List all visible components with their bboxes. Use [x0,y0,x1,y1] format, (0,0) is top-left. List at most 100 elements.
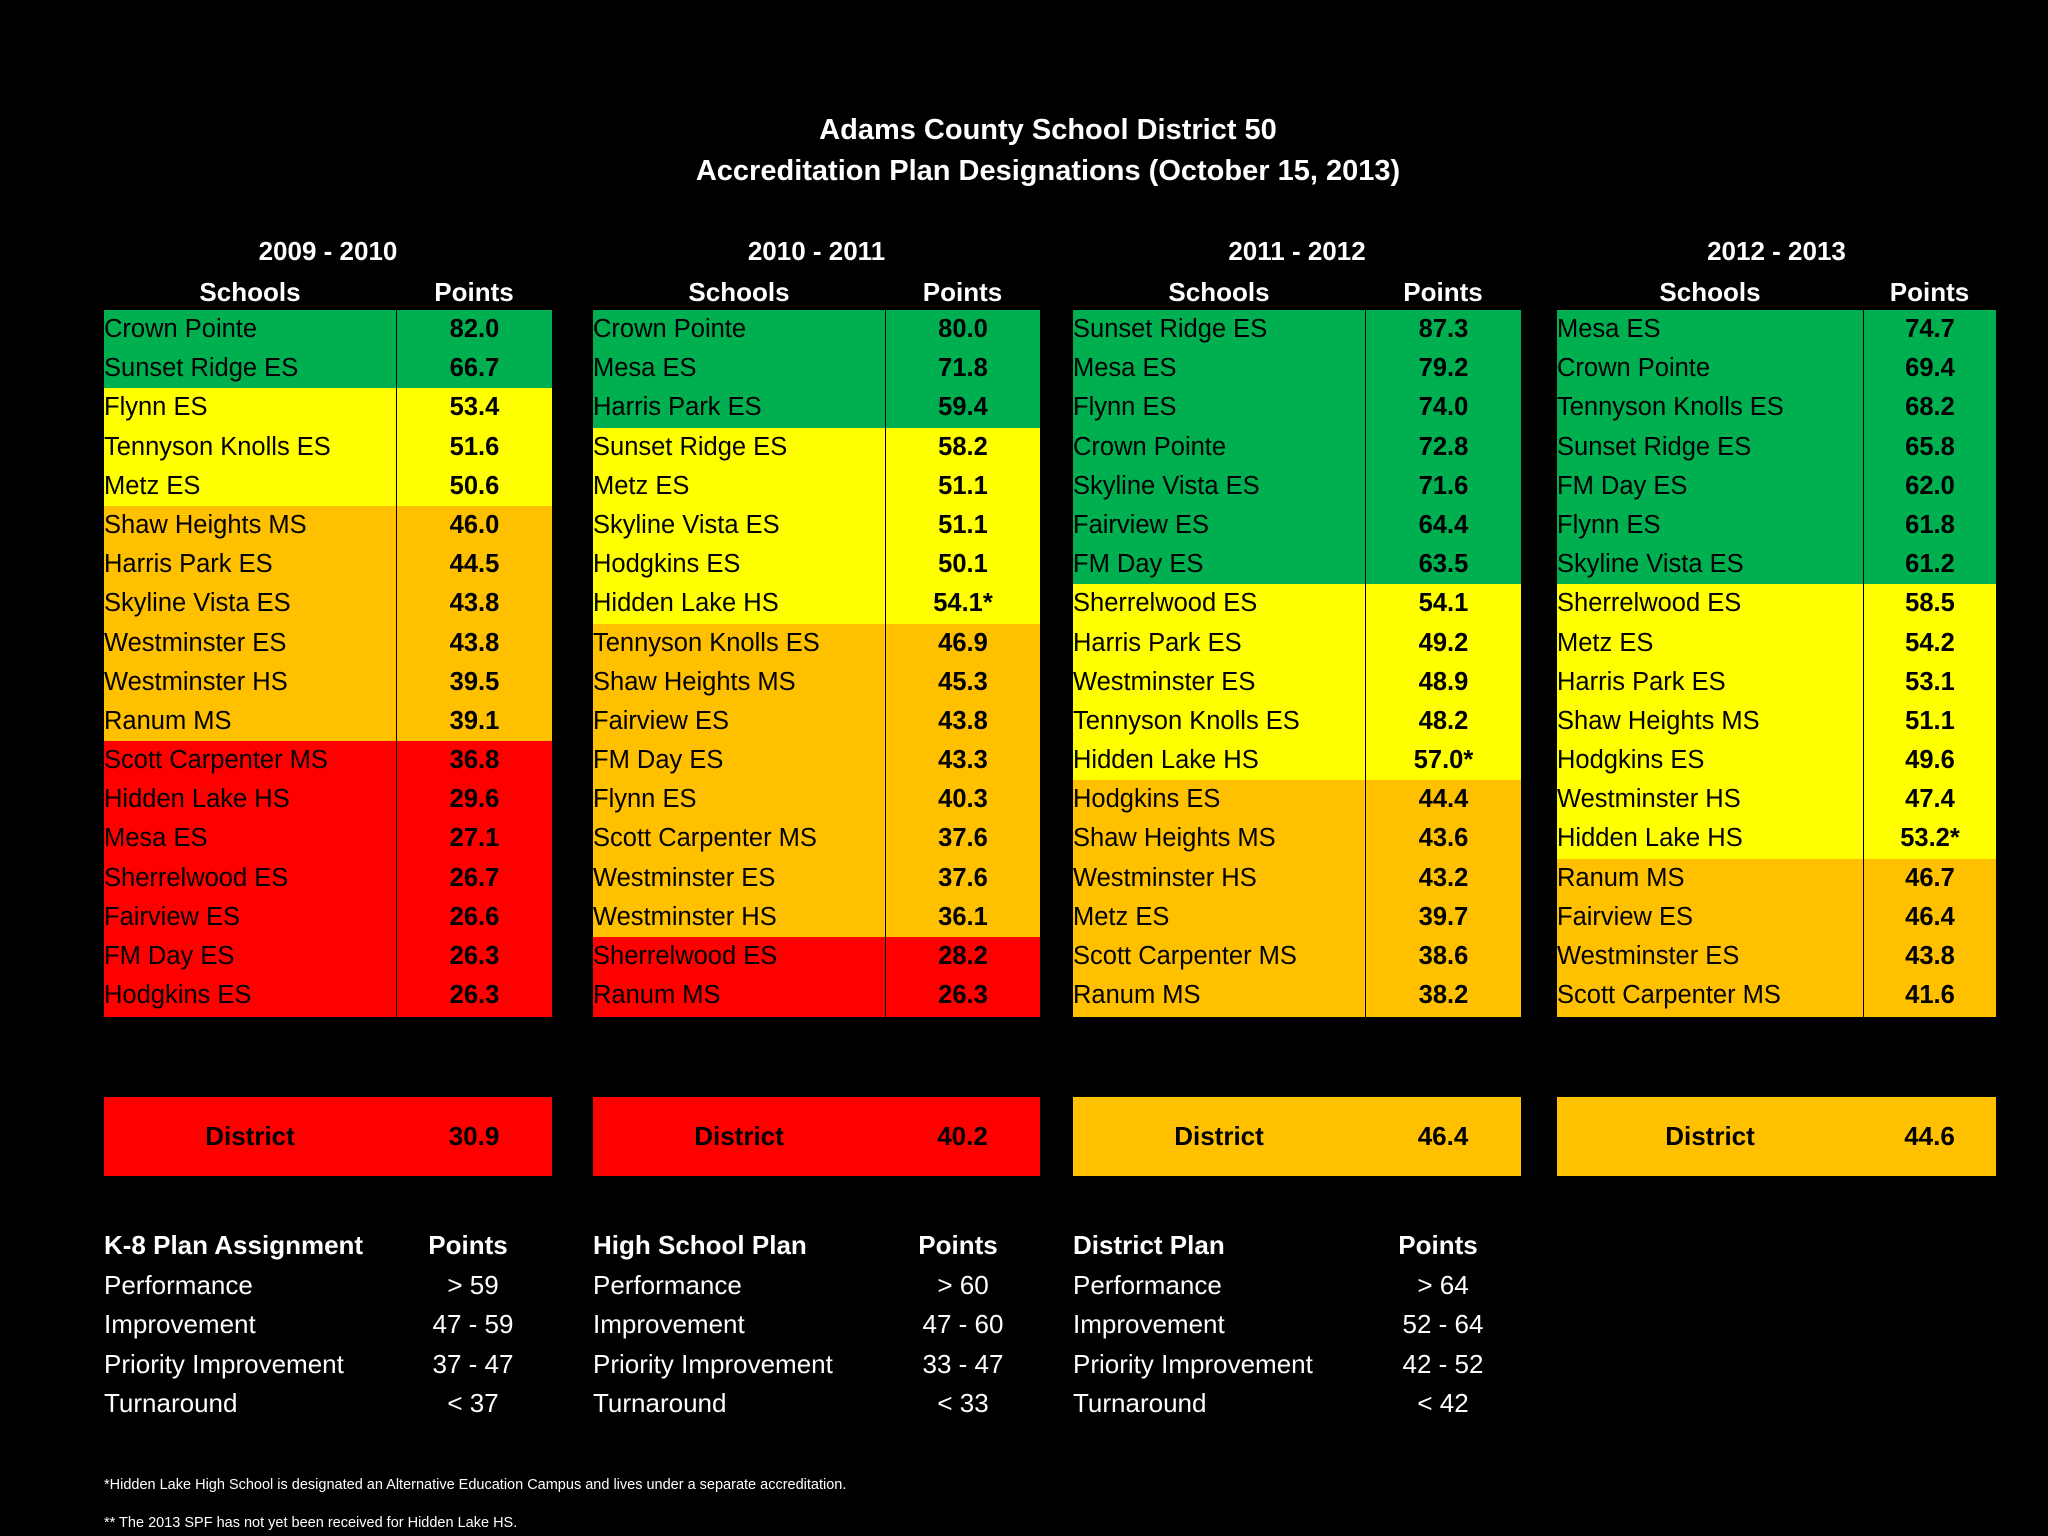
table-row: Scott Carpenter MS 36.8 [104,741,552,781]
school-points: 53.1 [1863,662,1996,702]
school-name: Hodgkins ES [1557,741,1863,781]
school-name: Fairview ES [593,701,885,742]
table-row: Sunset Ridge ES 87.3 [1073,310,1521,350]
schools-header: Schools [1659,277,1761,307]
school-points: 64.4 [1365,505,1521,546]
school-points: 62.0 [1863,466,1996,506]
school-name: Westminster ES [1073,662,1365,702]
school-points: 71.8 [885,349,1040,389]
school-name: Scott Carpenter MS [1073,937,1365,977]
legend-range: 47 - 59 [432,1309,514,1339]
school-name: Crown Pointe [104,310,396,350]
school-name: Sunset Ridge ES [104,349,396,389]
school-name: Ranum MS [1073,976,1365,1018]
legend-title: K-8 Plan Assignment [104,1230,364,1260]
school-name: Hodgkins ES [104,976,396,1018]
year-table-2009-2010: 2009 - 2010 Schools Points Crown Pointe 82.0… [104,236,552,1018]
school-grid: Crown Pointe 80.0 Mesa ES 71.8 Harris Park E… [593,310,1040,1018]
year-label: 2009 - 2010 [258,236,398,266]
school-points: 63.5 [1365,545,1521,585]
table-row: Crown Pointe 69.4 [1557,349,1996,389]
school-points: 40.3 [885,780,1040,820]
table-row: Ranum MS 39.1 [104,701,552,742]
school-points: 79.2 [1365,349,1521,389]
table-row: Sherrelwood ES 26.7 [104,858,552,898]
legend-range: > 60 [937,1269,989,1300]
school-points: 26.3 [396,937,552,977]
school-points: 51.1 [885,505,1040,546]
school-name: Sunset Ridge ES [1073,310,1365,350]
table-row: Metz ES 54.2 [1557,623,1996,663]
school-name: Fairview ES [1073,505,1365,546]
table-row: Harris Park ES 59.4 [593,388,1040,428]
school-points: 54.1* [885,584,1040,624]
school-points: 47.4 [1863,780,1996,820]
school-name: Tennyson Knolls ES [593,623,885,663]
district-points: 44.6 [1904,1121,1955,1151]
year-label: 2011 - 2012 [1228,236,1366,266]
district-label: District [1665,1121,1755,1151]
school-points: 61.8 [1863,505,1996,546]
table-row: Westminster HS 39.5 [104,662,552,702]
district-points: 40.2 [937,1121,988,1151]
school-points: 43.8 [885,701,1040,742]
legend-plan-name: Turnaround [1073,1388,1207,1418]
table-row: Sunset Ridge ES 65.8 [1557,427,1996,467]
legend-row: Priority Improvement 33 - 47 [593,1345,1053,1385]
points-header: Points [434,277,514,307]
school-points: 65.8 [1863,427,1996,467]
school-name: Flynn ES [1073,388,1365,428]
school-name: Westminster ES [104,623,396,663]
school-points: 44.5 [396,545,552,585]
school-name: Ranum MS [1557,858,1863,898]
school-name: Metz ES [1557,623,1863,663]
legend-range: > 59 [447,1269,499,1300]
school-points: 74.7 [1863,310,1996,350]
school-points: 36.8 [396,741,552,781]
table-row: Shaw Heights MS 46.0 [104,505,552,546]
legend-range: 52 - 64 [1402,1309,1484,1339]
points-header: Points [922,277,1003,307]
district-summary: District 40.2 [593,1097,1040,1176]
school-name: Sherrelwood ES [1073,584,1365,624]
legend-plan-name: Priority Improvement [1073,1348,1313,1379]
school-name: FM Day ES [1073,545,1365,585]
school-points: 43.8 [396,623,552,663]
school-name: Sunset Ridge ES [1557,427,1863,467]
table-row: Fairview ES 43.8 [593,701,1040,742]
table-row: Metz ES 39.7 [1073,897,1521,937]
table-row: Hidden Lake HS 53.2* [1557,819,1996,859]
school-points: 43.6 [1365,819,1521,859]
school-points: 38.2 [1365,976,1521,1018]
school-name: Harris Park ES [1557,662,1863,702]
school-points: 54.1 [1365,584,1521,624]
legend-row: Improvement 52 - 64 [1073,1305,1533,1345]
table-row: Fairview ES 46.4 [1557,897,1996,937]
year-table-2010-2011: 2010 - 2011 Schools Points Crown Pointe 80.0… [593,236,1040,1018]
legend-plan-name: Priority Improvement [593,1348,833,1379]
school-name: Fairview ES [1557,897,1863,937]
table-row: Flynn ES 61.8 [1557,505,1996,546]
legend-row: Performance > 59 [104,1266,564,1306]
school-name: Westminster ES [1557,937,1863,977]
school-name: Sherrelwood ES [104,858,396,898]
legend-row: Turnaround < 42 [1073,1384,1533,1424]
school-points: 39.7 [1365,897,1521,937]
school-points: 37.6 [885,858,1040,898]
school-name: Shaw Heights MS [1557,701,1863,742]
school-points: 53.4 [396,388,552,428]
school-points: 58.5 [1863,584,1996,624]
table-row: Harris Park ES 49.2 [1073,623,1521,663]
legend-range: < 37 [447,1388,499,1418]
table-row: Scott Carpenter MS 37.6 [593,819,1040,859]
school-name: Flynn ES [104,388,396,428]
legend-range: < 33 [937,1388,989,1418]
district-points: 30.9 [448,1121,500,1151]
school-name: Hodgkins ES [593,545,885,585]
legend-plan-name: Turnaround [593,1388,727,1418]
school-points: 26.7 [396,858,552,898]
table-row: Harris Park ES 53.1 [1557,662,1996,702]
table-row: Sunset Ridge ES 66.7 [104,349,552,389]
table-row: Ranum MS 26.3 [593,976,1040,1018]
legend-plan-name: Turnaround [104,1388,238,1418]
